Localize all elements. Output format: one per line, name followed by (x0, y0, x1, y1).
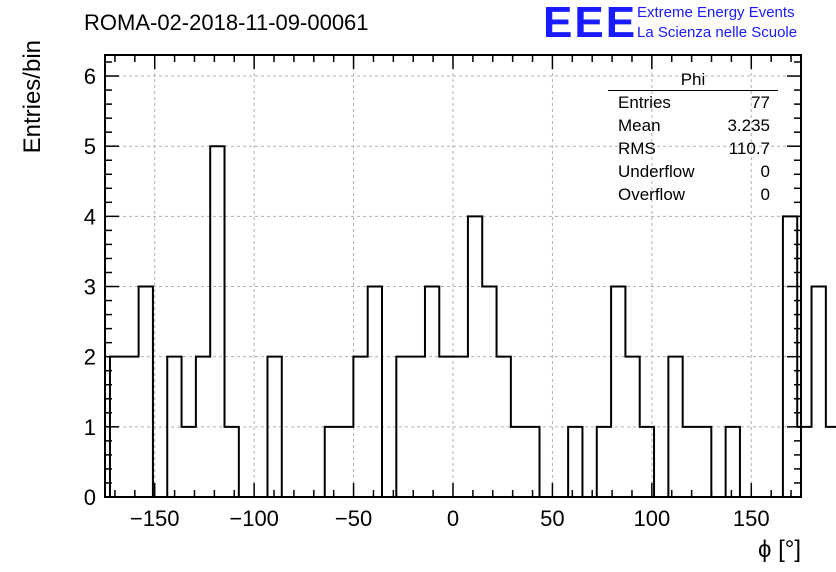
y-tick-label: 4 (84, 204, 96, 229)
stats-label: RMS (618, 139, 656, 158)
x-tick-label: −100 (229, 506, 279, 531)
x-tick-label: 50 (540, 506, 564, 531)
x-axis-label: ϕ [°] (758, 536, 801, 563)
y-tick-label: 1 (84, 415, 96, 440)
y-tick-label: 5 (84, 134, 96, 159)
organization-text: Extreme Energy Events La Scienza nelle S… (637, 3, 797, 43)
stats-label: Mean (618, 116, 661, 135)
chart-title: ROMA-02-2018-11-09-00061 (84, 10, 369, 35)
y-tick-label: 6 (84, 64, 96, 89)
stats-value: 77 (751, 93, 770, 112)
stats-row: Entries 77 (608, 93, 778, 116)
stats-row: RMS 110.7 (608, 139, 778, 162)
x-tick-label: 150 (733, 506, 770, 531)
stats-value: 0 (760, 162, 770, 181)
stats-value: 110.7 (728, 139, 770, 158)
stats-label: Entries (618, 93, 671, 112)
stats-label: Underflow (618, 162, 695, 181)
x-tick-label: 100 (633, 506, 670, 531)
stats-label: Overflow (618, 185, 686, 204)
x-tick-label: −50 (335, 506, 372, 531)
y-axis-label: Entries/bin (19, 40, 46, 153)
stats-row: Mean 3.235 (608, 116, 778, 139)
organization-line-1: Extreme Energy Events (637, 4, 795, 21)
y-tick-label: 0 (84, 485, 96, 510)
stats-value: 0 (760, 185, 770, 204)
eee-logo: EEE (543, 0, 638, 47)
stats-box-title: Phi (608, 70, 778, 91)
stats-value: 3.235 (727, 116, 770, 135)
plot-frame (104, 54, 802, 498)
stats-row: Overflow 0 (608, 185, 778, 208)
stats-row: Underflow 0 (608, 162, 778, 185)
y-tick-label: 3 (84, 275, 96, 300)
x-tick-label: 0 (447, 506, 459, 531)
y-tick-label: 2 (84, 345, 96, 370)
organization-line-2: La Scienza nelle Scuole (637, 24, 798, 41)
x-tick-label: −150 (130, 506, 180, 531)
stats-box: Phi Entries 77 Mean 3.235 RMS 110.7 Unde… (608, 70, 778, 208)
